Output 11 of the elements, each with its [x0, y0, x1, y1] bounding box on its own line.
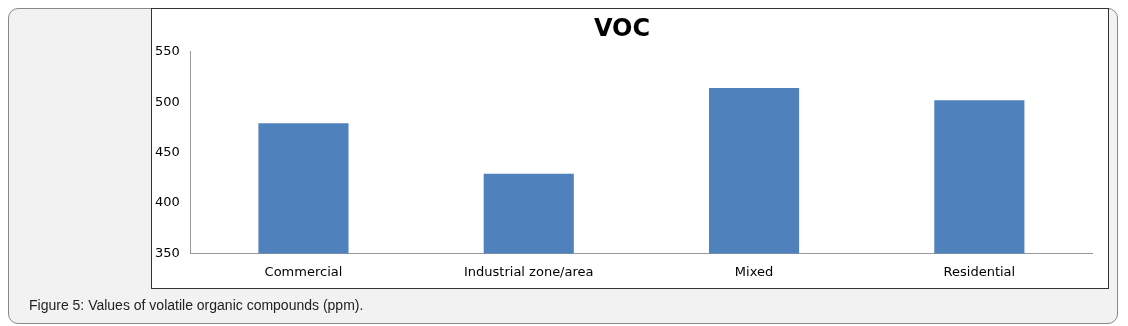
x-tick-label: Commercial: [264, 263, 343, 279]
caption: Figure 5: Values of volatile organic compounds (ppm).: [29, 297, 364, 313]
x-tick-label: Industrial zone/area: [464, 263, 594, 279]
y-tick-label: 400: [154, 194, 180, 210]
x-tick-label: Residential: [943, 263, 1016, 279]
y-tick-label: 550: [154, 43, 180, 59]
y-tick-label: 500: [154, 93, 180, 109]
y-tick-label: 450: [154, 143, 180, 159]
y-tick-label: 350: [154, 244, 180, 260]
chart-title: VOC: [593, 13, 651, 42]
x-tick-label: Mixed: [734, 263, 774, 279]
